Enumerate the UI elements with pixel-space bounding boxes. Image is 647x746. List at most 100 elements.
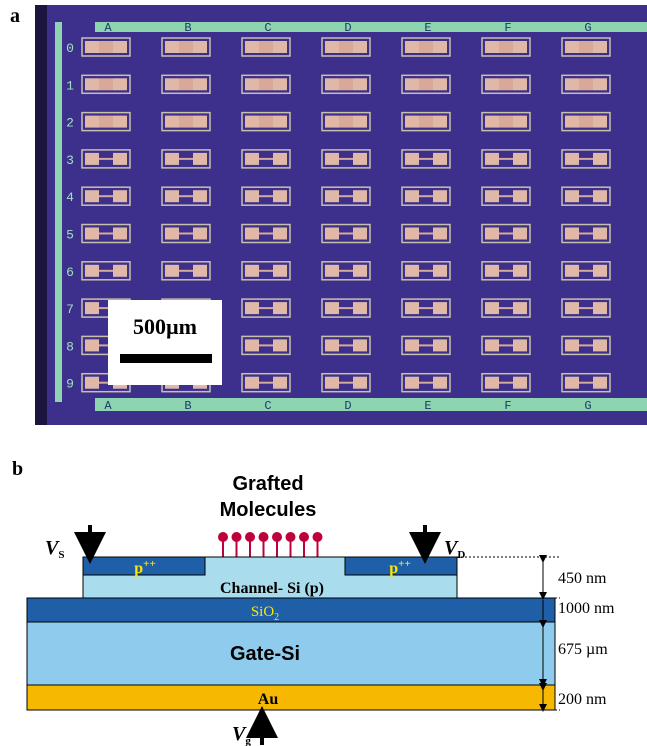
- bridge: [259, 116, 273, 128]
- bridge: [579, 78, 593, 90]
- bridge: [499, 158, 513, 160]
- pad: [405, 78, 419, 90]
- pad: [85, 41, 99, 53]
- pad: [113, 265, 127, 277]
- pad: [593, 302, 607, 314]
- pad: [273, 228, 287, 240]
- doping-sup: ++: [398, 558, 411, 570]
- column-label: B: [184, 21, 191, 35]
- bridge: [579, 270, 593, 272]
- bridge: [579, 116, 593, 128]
- pad: [485, 377, 499, 389]
- column-label: A: [104, 399, 112, 413]
- column-label: E: [424, 399, 431, 413]
- pad: [565, 228, 579, 240]
- bridge: [259, 344, 273, 346]
- bridge: [179, 195, 193, 197]
- column-label: G: [584, 21, 591, 35]
- pad: [245, 302, 259, 314]
- pad: [405, 265, 419, 277]
- column-label: F: [504, 21, 511, 35]
- pad: [325, 302, 339, 314]
- bridge: [499, 116, 513, 128]
- pad: [325, 265, 339, 277]
- drain-sub: D: [457, 549, 465, 561]
- bridge: [179, 270, 193, 272]
- pad: [565, 190, 579, 202]
- column-label: A: [104, 21, 112, 35]
- pad: [325, 41, 339, 53]
- bridge: [419, 41, 433, 53]
- row-label: 6: [66, 265, 74, 280]
- oxide-layer: [27, 598, 555, 622]
- doping: p: [134, 560, 143, 577]
- scale-bar-box: [108, 300, 222, 385]
- scale-bar-line: [120, 354, 212, 363]
- pad: [485, 116, 499, 128]
- bridge: [339, 344, 353, 346]
- bridge: [259, 307, 273, 309]
- pad: [245, 78, 259, 90]
- doping: p: [389, 560, 398, 577]
- pad: [325, 339, 339, 351]
- pad: [273, 265, 287, 277]
- pad: [353, 302, 367, 314]
- pad: [245, 41, 259, 53]
- column-label: C: [264, 399, 271, 413]
- pad: [165, 41, 179, 53]
- bridge: [339, 307, 353, 309]
- pad: [485, 78, 499, 90]
- pad: [565, 302, 579, 314]
- thickness-label: 200 nm: [558, 691, 607, 708]
- pad: [565, 339, 579, 351]
- pad: [513, 78, 527, 90]
- bridge: [579, 41, 593, 53]
- pad: [353, 116, 367, 128]
- pad: [513, 153, 527, 165]
- pad: [85, 153, 99, 165]
- pad: [593, 228, 607, 240]
- bridge: [179, 158, 193, 160]
- pad: [273, 41, 287, 53]
- bridge: [419, 116, 433, 128]
- scale-bar: 500µm: [108, 300, 222, 385]
- bridge: [99, 78, 113, 90]
- bridge: [259, 270, 273, 272]
- bridge: [419, 78, 433, 90]
- bridge: [99, 158, 113, 160]
- pad: [353, 339, 367, 351]
- pad: [593, 78, 607, 90]
- bridge: [259, 233, 273, 235]
- pad: [325, 116, 339, 128]
- pad: [433, 377, 447, 389]
- pad: [485, 339, 499, 351]
- pad: [405, 116, 419, 128]
- bridge: [499, 307, 513, 309]
- pad: [245, 116, 259, 128]
- pad: [433, 228, 447, 240]
- pad: [273, 339, 287, 351]
- row-label: 7: [66, 302, 74, 317]
- pad: [193, 78, 207, 90]
- oxide-sub: 2: [274, 612, 279, 623]
- bridge: [499, 233, 513, 235]
- bridge: [419, 195, 433, 197]
- pad: [405, 190, 419, 202]
- bridge: [579, 382, 593, 384]
- bridge: [339, 270, 353, 272]
- pad: [325, 228, 339, 240]
- pad: [85, 377, 99, 389]
- pad: [485, 228, 499, 240]
- pad: [405, 377, 419, 389]
- figure: a AABBCCDDEEFFGG0123456789 500µm b Graft…: [0, 0, 647, 746]
- bridge: [259, 41, 273, 53]
- pad: [353, 153, 367, 165]
- pad: [513, 377, 527, 389]
- bridge: [179, 41, 193, 53]
- bridge: [339, 158, 353, 160]
- frame-top: [95, 22, 647, 32]
- pad: [513, 116, 527, 128]
- pad: [513, 41, 527, 53]
- gate-label: Gate-Si: [230, 643, 300, 665]
- pad: [85, 265, 99, 277]
